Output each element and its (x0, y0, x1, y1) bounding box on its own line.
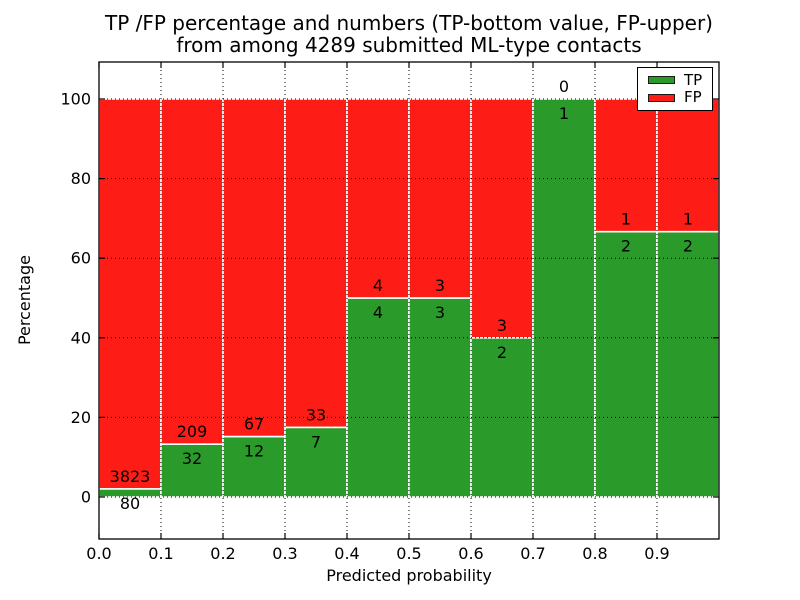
bar-segment-fp (656, 98, 720, 233)
y-tick-label: 60 (71, 249, 91, 268)
y-axis-label: Percentage (15, 255, 34, 346)
x-tick-label: 0.0 (86, 544, 111, 563)
bar-segment-tp (408, 297, 472, 498)
x-tick-label: 0.7 (520, 544, 545, 563)
y-tick-label: 0 (81, 488, 91, 507)
tp-count-label: 7 (311, 432, 321, 451)
x-tick-label: 0.1 (148, 544, 173, 563)
bar-segment-tp (346, 297, 410, 498)
fp-count-label: 33 (306, 405, 326, 424)
tp-count-label: 80 (120, 494, 140, 513)
x-tick-label: 0.5 (396, 544, 421, 563)
legend-label-fp: FP (684, 88, 702, 107)
y-tick-label: 20 (71, 408, 91, 427)
x-tick-label: 0.6 (458, 544, 483, 563)
y-tick-label: 100 (60, 90, 91, 109)
chart-title-line2: from among 4289 submitted ML-type contac… (176, 33, 642, 57)
fp-count-label: 3823 (110, 467, 151, 486)
fp-count-label: 4 (373, 276, 383, 295)
bar-segment-fp (408, 98, 472, 299)
bar-segment-fp (346, 98, 410, 299)
tp-count-label: 12 (244, 442, 264, 461)
legend-label-tp: TP (684, 70, 703, 89)
bar-segment-fp (594, 98, 658, 233)
tp-count-label: 2 (621, 237, 631, 256)
bar-segment-fp (160, 98, 224, 445)
x-tick-label: 0.8 (582, 544, 607, 563)
bar-segment-tp (532, 98, 596, 498)
bar-segment-fp (470, 98, 534, 339)
fp-count-label: 67 (244, 415, 264, 434)
fp-count-label: 209 (177, 422, 208, 441)
x-tick-label: 0.9 (644, 544, 669, 563)
tp-count-label: 32 (182, 449, 202, 468)
legend-row-fp: FP (648, 90, 706, 105)
fp-count-label: 3 (435, 276, 445, 295)
x-tick-label: 0.2 (210, 544, 235, 563)
chart-title: TP /FP percentage and numbers (TP-bottom… (99, 12, 719, 56)
bar-segment-fp (98, 98, 162, 490)
tp-count-label: 2 (683, 237, 693, 256)
tp-legend-swatch-icon (648, 76, 675, 85)
fp-count-label: 0 (559, 77, 569, 96)
y-tick-label: 80 (71, 169, 91, 188)
tp-count-label: 1 (559, 104, 569, 123)
chart-title-line1: TP /FP percentage and numbers (TP-bottom… (105, 11, 713, 35)
fp-count-label: 1 (621, 210, 631, 229)
legend-row-tp: TP (648, 70, 706, 89)
legend: TP FP (637, 67, 713, 111)
fp-count-label: 1 (683, 210, 693, 229)
x-tick-label: 0.3 (272, 544, 297, 563)
fp-legend-swatch-icon (648, 93, 675, 102)
bar-segment-tp (656, 230, 720, 498)
bar-segment-tp (594, 230, 658, 498)
bar-segment-fp (222, 98, 286, 438)
x-tick-label: 0.4 (334, 544, 359, 563)
x-axis-label: Predicted probability (326, 566, 492, 585)
tp-count-label: 3 (435, 303, 445, 322)
y-tick-label: 40 (71, 328, 91, 347)
bar-segment-fp (284, 98, 348, 429)
fp-count-label: 3 (497, 316, 507, 335)
tp-count-label: 2 (497, 343, 507, 362)
tp-count-label: 4 (373, 303, 383, 322)
